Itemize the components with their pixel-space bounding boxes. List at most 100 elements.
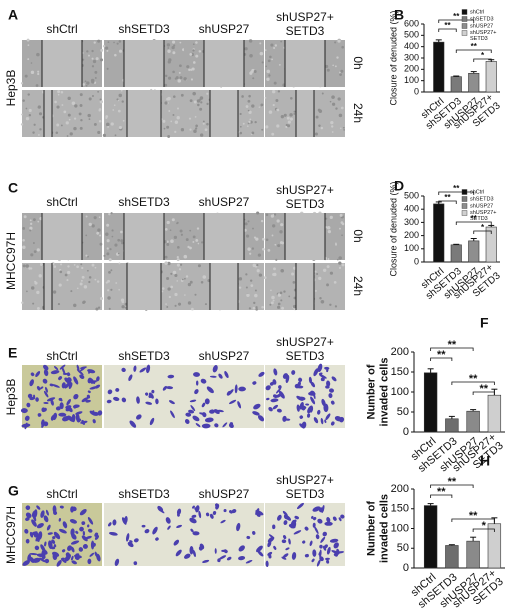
cell [331, 376, 337, 382]
significance-label: * [482, 520, 487, 532]
texture [85, 254, 88, 257]
cell [25, 505, 31, 510]
significance-label: ** [469, 510, 478, 522]
texture [88, 280, 91, 284]
texture [56, 105, 60, 109]
texture [53, 265, 57, 268]
cell [58, 376, 63, 381]
cell [60, 557, 66, 561]
cell [76, 364, 80, 371]
texture [69, 132, 73, 136]
cell [273, 545, 277, 550]
texture [281, 306, 285, 310]
texture [286, 116, 290, 120]
cell [333, 542, 339, 549]
cell [332, 516, 337, 521]
texture [329, 215, 333, 219]
cell [223, 549, 228, 554]
texture [268, 74, 271, 77]
cell [285, 374, 290, 384]
cell [151, 389, 155, 394]
texture [258, 106, 261, 108]
texture [120, 89, 123, 92]
cell [79, 374, 85, 379]
texture [292, 304, 297, 309]
cell [75, 530, 79, 534]
texture [30, 253, 34, 257]
bracket [438, 19, 475, 23]
texture [168, 295, 172, 299]
texture [181, 278, 184, 281]
cell [29, 556, 35, 563]
cell [29, 552, 38, 556]
cell [270, 398, 279, 403]
texture [176, 221, 179, 224]
cell [213, 409, 220, 415]
invasion-image [265, 502, 345, 568]
texture [29, 226, 33, 230]
texture [185, 275, 189, 278]
cell [291, 370, 296, 375]
texture [97, 130, 101, 135]
texture [252, 77, 255, 80]
y-axis-label: Number ofinvaded cells [365, 494, 390, 563]
cell [41, 419, 45, 426]
cell [265, 397, 270, 401]
cell [35, 371, 41, 378]
cell [61, 366, 66, 375]
bracket [455, 221, 492, 225]
cell [212, 365, 218, 373]
cell [326, 517, 331, 523]
texture [58, 283, 62, 287]
cell [334, 416, 342, 422]
cell [87, 390, 91, 394]
texture [108, 258, 112, 262]
texture [164, 261, 168, 265]
texture [35, 84, 39, 87]
texture [275, 258, 278, 261]
cell [281, 556, 287, 560]
cell [133, 365, 137, 372]
time-label: 24h [351, 103, 365, 123]
texture [248, 94, 251, 98]
texture [33, 250, 37, 254]
significance-bracket: ** [430, 486, 453, 498]
significance-label: ** [444, 193, 451, 202]
cell [319, 374, 327, 379]
cell [175, 549, 182, 557]
cell [79, 526, 84, 532]
cell [70, 506, 74, 513]
texture [179, 41, 182, 44]
time-label: 24h [351, 276, 365, 296]
cell [321, 505, 325, 514]
error-bar [453, 243, 460, 245]
y-tick-label: 200 [404, 230, 419, 240]
significance-label: ** [453, 12, 460, 21]
cell [190, 405, 196, 412]
cell [71, 560, 77, 565]
texture [168, 110, 171, 112]
texture [29, 229, 32, 232]
cell [291, 552, 297, 560]
texture [80, 279, 83, 282]
texture [197, 242, 200, 245]
texture [180, 93, 184, 97]
texture [79, 93, 83, 97]
texture [180, 128, 185, 132]
cell [30, 531, 38, 536]
cell [311, 558, 315, 563]
texture [338, 261, 342, 265]
texture [315, 115, 319, 119]
cell [24, 528, 29, 534]
texture [33, 218, 36, 222]
texture [176, 280, 179, 282]
cell [124, 516, 128, 524]
y-tick-label: 100 [404, 75, 419, 85]
cell [152, 526, 158, 535]
y-tick-label: 50 [397, 406, 409, 418]
cell [268, 407, 273, 412]
cell [67, 545, 72, 551]
cell [32, 513, 37, 522]
cell [177, 513, 180, 517]
texture [99, 100, 103, 104]
